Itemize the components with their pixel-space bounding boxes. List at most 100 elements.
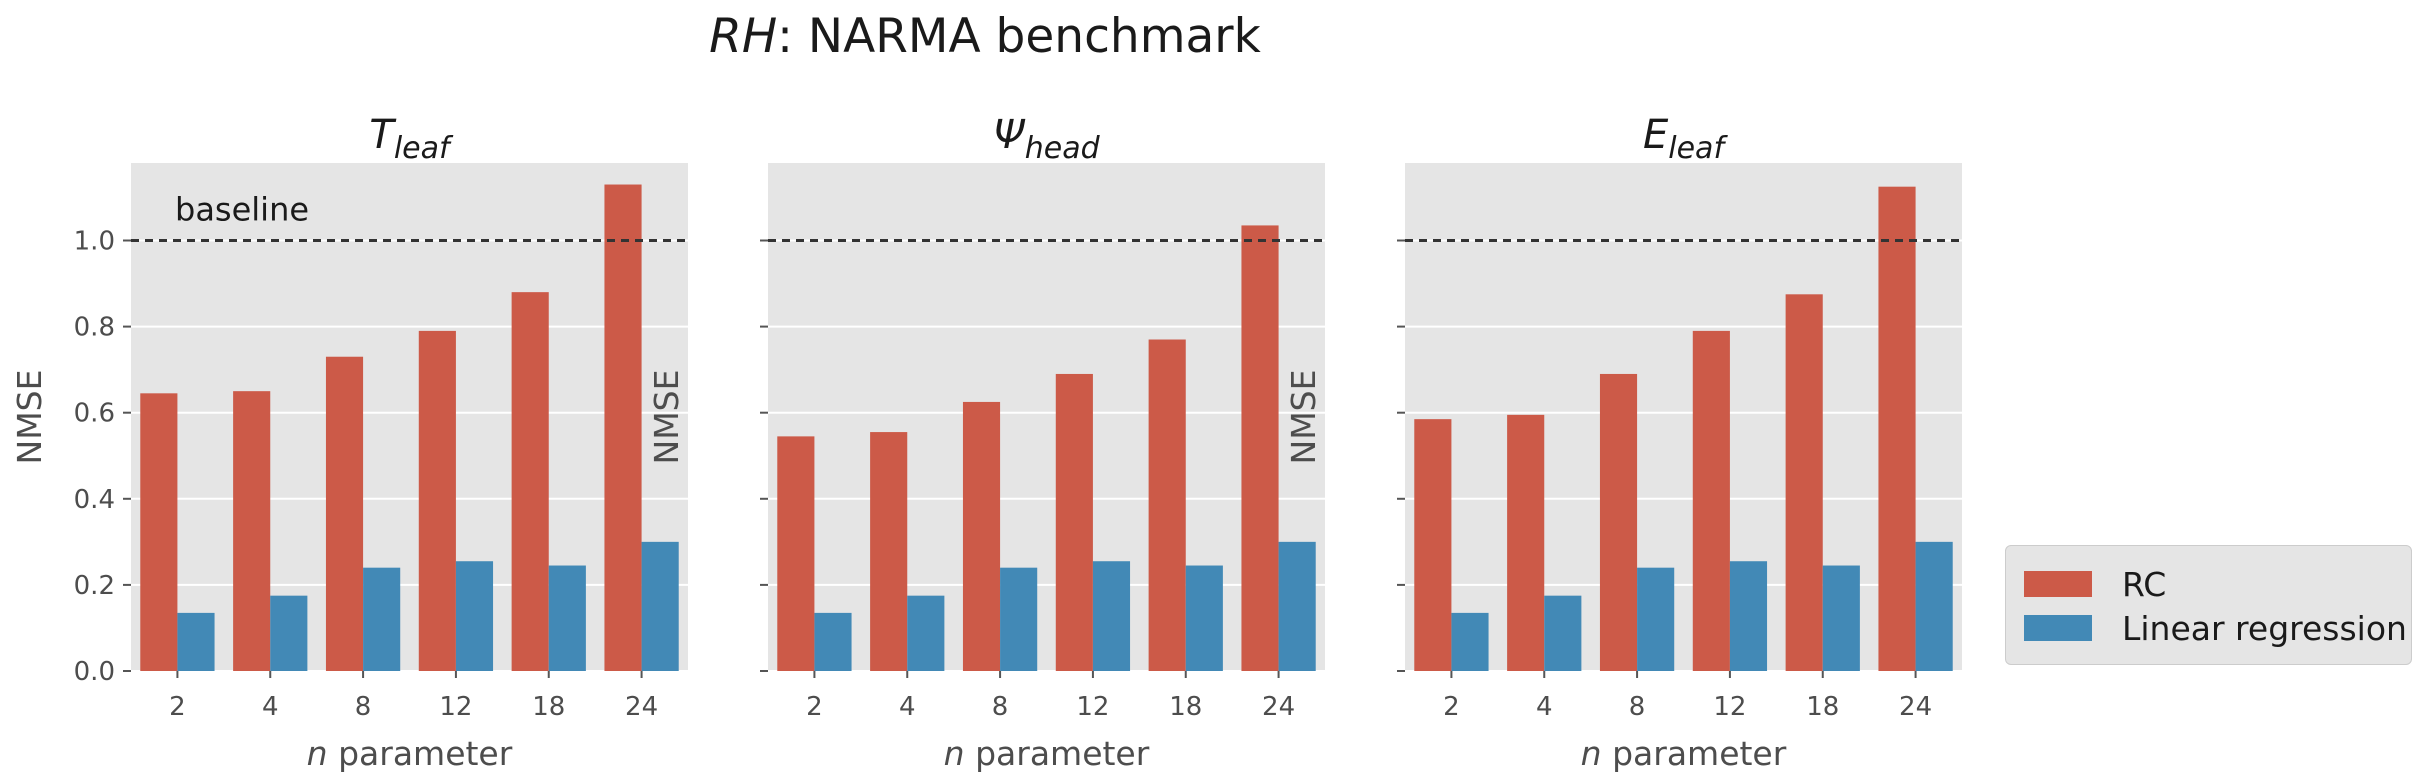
- subplot-title-sub: leaf: [1668, 131, 1728, 166]
- xtick-label: 4: [262, 692, 279, 722]
- subplot-title-sub: head: [1025, 131, 1101, 166]
- bar-rc-4: [233, 391, 271, 671]
- bar-linear-24: [641, 541, 679, 671]
- subplot-title: Tleaf: [369, 112, 454, 166]
- ytick-label: 0.2: [74, 571, 115, 601]
- bar-rc-18: [1148, 339, 1186, 671]
- xtick-label: 18: [1169, 692, 1202, 722]
- bar-rc-12: [1055, 373, 1093, 671]
- x-axis-label-rest: parameter: [1602, 734, 1787, 773]
- plot-area: [131, 163, 688, 671]
- bar-rc-24: [1241, 225, 1279, 672]
- subplot-title-main: T: [369, 112, 397, 158]
- legend-swatch-rc: [2024, 571, 2092, 597]
- ytick-label: 0.8: [74, 313, 115, 343]
- bar-rc-12: [1692, 330, 1730, 671]
- x-axis-label-var: n: [1581, 734, 1602, 773]
- bar-rc-4: [1507, 414, 1545, 671]
- subplot-title: Ψhead: [993, 112, 1100, 166]
- bar-linear-4: [1544, 595, 1582, 671]
- bar-rc-18: [1785, 294, 1823, 671]
- xtick-label: 12: [1713, 692, 1746, 722]
- bar-rc-4: [870, 432, 908, 671]
- xtick-label: 24: [1262, 692, 1295, 722]
- figure-title-suffix: : NARMA benchmark: [777, 9, 1261, 64]
- ytick-label: 0.0: [74, 657, 115, 687]
- xtick-label: 2: [1443, 692, 1460, 722]
- figure-title: RH: NARMA benchmark: [709, 9, 1261, 64]
- bar-linear-8: [1637, 567, 1675, 671]
- bar-linear-2: [1451, 612, 1489, 671]
- xtick-label: 18: [532, 692, 565, 722]
- bar-linear-12: [1092, 561, 1131, 671]
- legend-swatch-linear: [2024, 615, 2092, 641]
- xtick-label: 24: [625, 692, 658, 722]
- xtick-label: 12: [1076, 692, 1109, 722]
- bar-linear-2: [814, 612, 852, 671]
- ytick-label: 1.0: [74, 226, 115, 256]
- xtick-label: 8: [1629, 692, 1646, 722]
- bar-linear-18: [548, 565, 586, 671]
- subplot-title-sub: leaf: [394, 131, 454, 166]
- bar-rc-24: [1878, 186, 1916, 671]
- x-axis-label-var: n: [944, 734, 965, 773]
- bar-linear-4: [907, 595, 945, 671]
- xtick-label: 8: [992, 692, 1009, 722]
- xtick-label: 8: [355, 692, 372, 722]
- subplot-title: Eleaf: [1643, 112, 1728, 166]
- bar-rc-2: [140, 393, 178, 671]
- legend-item-rc: RC: [2024, 564, 2166, 604]
- legend-item-linear: Linear regression: [2024, 608, 2407, 648]
- bar-rc-8: [962, 401, 1001, 671]
- x-axis-label-rest: parameter: [328, 734, 513, 773]
- legend-label-rc: RC: [2122, 564, 2167, 604]
- legend: RC Linear regression: [2005, 545, 2412, 665]
- plot-area: [768, 163, 1325, 671]
- bar-rc-8: [1599, 373, 1638, 671]
- baseline-label: baseline: [175, 190, 309, 228]
- subplot-title-main: E: [1643, 112, 1669, 158]
- y-axis-label: NMSE: [1284, 370, 1323, 465]
- bar-linear-2: [177, 612, 215, 671]
- ytick-label: 0.6: [74, 399, 115, 429]
- xtick-label: 4: [1536, 692, 1553, 722]
- bar-linear-24: [1915, 541, 1953, 671]
- bar-linear-24: [1278, 541, 1316, 671]
- xtick-label: 2: [169, 692, 186, 722]
- bar-linear-12: [455, 561, 494, 671]
- x-axis-label-var: n: [307, 734, 328, 773]
- xtick-label: 2: [806, 692, 823, 722]
- legend-label-linear: Linear regression: [2122, 608, 2407, 648]
- xtick-label: 24: [1899, 692, 1932, 722]
- x-axis-label: n parameter: [1581, 734, 1787, 773]
- x-axis-label-rest: parameter: [965, 734, 1150, 773]
- bar-rc-2: [1414, 419, 1452, 671]
- bar-rc-8: [325, 356, 364, 671]
- bar-rc-24: [604, 184, 642, 671]
- y-axis-label: NMSE: [10, 370, 49, 465]
- bar-rc-18: [511, 292, 549, 671]
- figure-title-prefix: RH: [709, 9, 777, 64]
- x-axis-label: n parameter: [944, 734, 1150, 773]
- bar-rc-2: [777, 436, 815, 671]
- bar-linear-8: [1000, 567, 1038, 671]
- plot-area: [1405, 163, 1962, 671]
- x-axis-label: n parameter: [307, 734, 513, 773]
- y-axis-label: NMSE: [647, 370, 686, 465]
- xtick-label: 4: [899, 692, 916, 722]
- bar-linear-12: [1729, 561, 1768, 671]
- bar-linear-8: [363, 567, 401, 671]
- xtick-label: 12: [439, 692, 472, 722]
- ytick-label: 0.4: [74, 485, 115, 515]
- bar-linear-4: [270, 595, 308, 671]
- bar-rc-12: [418, 330, 456, 671]
- bar-linear-18: [1185, 565, 1223, 671]
- xtick-label: 18: [1806, 692, 1839, 722]
- subplot-title-main: Ψ: [993, 112, 1026, 158]
- bar-linear-18: [1822, 565, 1860, 671]
